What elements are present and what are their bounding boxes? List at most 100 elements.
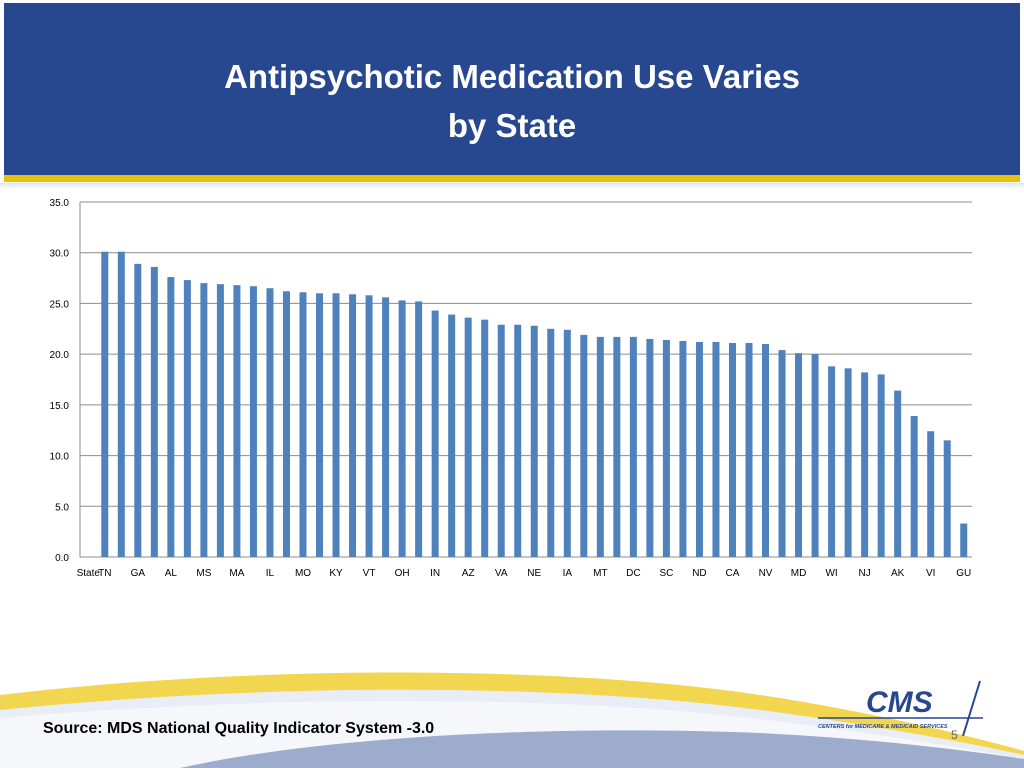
bar-48 — [877, 374, 885, 557]
x-tick-label: NE — [527, 568, 541, 579]
x-tick-label: MO — [295, 568, 311, 579]
x-tick-label: State — [77, 568, 101, 579]
bar-34 — [646, 338, 654, 557]
bar-10 — [249, 286, 257, 557]
page-number: 5 — [951, 728, 958, 742]
swoosh-white — [0, 700, 1024, 768]
bar-30 — [580, 334, 588, 557]
x-tick-label: AK — [891, 568, 905, 579]
bar-25 — [497, 324, 505, 557]
y-tick-label: 10.0 — [50, 452, 70, 463]
x-tick-label: GU — [956, 568, 971, 579]
title-banner — [4, 3, 1020, 175]
x-tick-label: NJ — [859, 568, 871, 579]
bar-7 — [200, 283, 208, 557]
x-tick-label: MA — [229, 568, 244, 579]
bar-51 — [927, 431, 935, 557]
bar-5 — [167, 277, 175, 557]
x-tick-label: MT — [593, 568, 607, 579]
bar-2 — [117, 251, 125, 557]
bar-12 — [282, 291, 290, 557]
y-tick-label: 30.0 — [50, 249, 70, 260]
x-tick-label: WI — [825, 568, 837, 579]
bar-9 — [233, 285, 241, 557]
x-tick-label: GA — [131, 568, 146, 579]
cms-logo-slash — [962, 680, 981, 737]
bar-45 — [828, 366, 836, 557]
bar-18 — [382, 297, 390, 557]
x-tick-label: MD — [791, 568, 807, 579]
bar-28 — [547, 328, 555, 557]
bar-19 — [398, 300, 406, 557]
x-tick-label: IL — [266, 568, 275, 579]
x-tick-label: AL — [165, 568, 178, 579]
bar-41 — [762, 344, 770, 557]
x-tick-label: ND — [692, 568, 706, 579]
y-tick-label: 20.0 — [50, 350, 70, 361]
x-tick-label: AZ — [462, 568, 475, 579]
bar-16 — [349, 294, 357, 557]
bar-23 — [464, 317, 472, 557]
bar-36 — [679, 340, 687, 557]
x-tick-label: VA — [495, 568, 508, 579]
banner-shadow — [0, 183, 1024, 189]
y-tick-label: 25.0 — [50, 299, 70, 310]
bar-27 — [530, 325, 538, 557]
y-tick-label: 5.0 — [55, 502, 69, 513]
y-tick-label: 35.0 — [50, 198, 70, 209]
x-tick-label: VI — [926, 568, 935, 579]
bar-8 — [216, 284, 224, 557]
x-tick-label: TN — [98, 568, 111, 579]
bar-35 — [662, 339, 670, 557]
x-tick-label: CA — [726, 568, 740, 579]
bar-53 — [960, 523, 968, 557]
x-tick-label: IA — [563, 568, 573, 579]
bar-47 — [861, 372, 869, 557]
bar-32 — [613, 336, 621, 557]
bar-40 — [745, 342, 753, 557]
bar-52 — [943, 440, 951, 557]
x-tick-label: KY — [329, 568, 343, 579]
bar-17 — [365, 295, 373, 557]
bar-20 — [415, 301, 423, 557]
bar-33 — [629, 336, 637, 557]
y-tick-label: 0.0 — [55, 553, 69, 564]
bar-15 — [332, 293, 340, 557]
bar-39 — [728, 342, 736, 557]
slide-title-line-1: Antipsychotic Medication Use Varies — [224, 58, 800, 95]
bar-1 — [101, 251, 109, 557]
bar-21 — [431, 310, 439, 557]
bar-24 — [481, 319, 489, 557]
source-note: Source: MDS National Quality Indicator S… — [43, 720, 435, 737]
x-tick-label: OH — [395, 568, 410, 579]
bar-43 — [795, 353, 803, 557]
bar-37 — [695, 341, 703, 557]
cms-logo-text: CMS — [866, 686, 933, 719]
bar-42 — [778, 350, 786, 557]
bar-49 — [894, 390, 902, 557]
x-tick-label: SC — [659, 568, 673, 579]
bar-6 — [183, 280, 191, 557]
slide-title-line-2: by State — [447, 107, 577, 144]
bar-3 — [134, 263, 142, 557]
bar-14 — [316, 293, 324, 557]
footer-swoosh — [0, 672, 1024, 768]
bar-11 — [266, 288, 274, 557]
bar-29 — [563, 329, 571, 557]
x-tick-label: DC — [626, 568, 640, 579]
cms-logo-subtext: CENTERS for MEDICARE & MEDICAID SERVICES — [818, 724, 948, 730]
x-tick-label: MS — [196, 568, 211, 579]
bar-22 — [448, 314, 456, 557]
bar-31 — [596, 336, 604, 557]
cms-logo: CMS CENTERS for MEDICARE & MEDICAID SERV… — [818, 680, 983, 737]
slide-title: Antipsychotic Medication Use Varies by S… — [4, 52, 1020, 150]
bar-46 — [844, 368, 852, 557]
bar-13 — [299, 292, 307, 557]
y-tick-label: 15.0 — [50, 401, 70, 412]
bar-4 — [150, 266, 158, 557]
x-tick-label: VT — [363, 568, 376, 579]
x-tick-label: NV — [759, 568, 773, 579]
bar-38 — [712, 341, 720, 557]
title-banner-stripe — [4, 175, 1020, 182]
